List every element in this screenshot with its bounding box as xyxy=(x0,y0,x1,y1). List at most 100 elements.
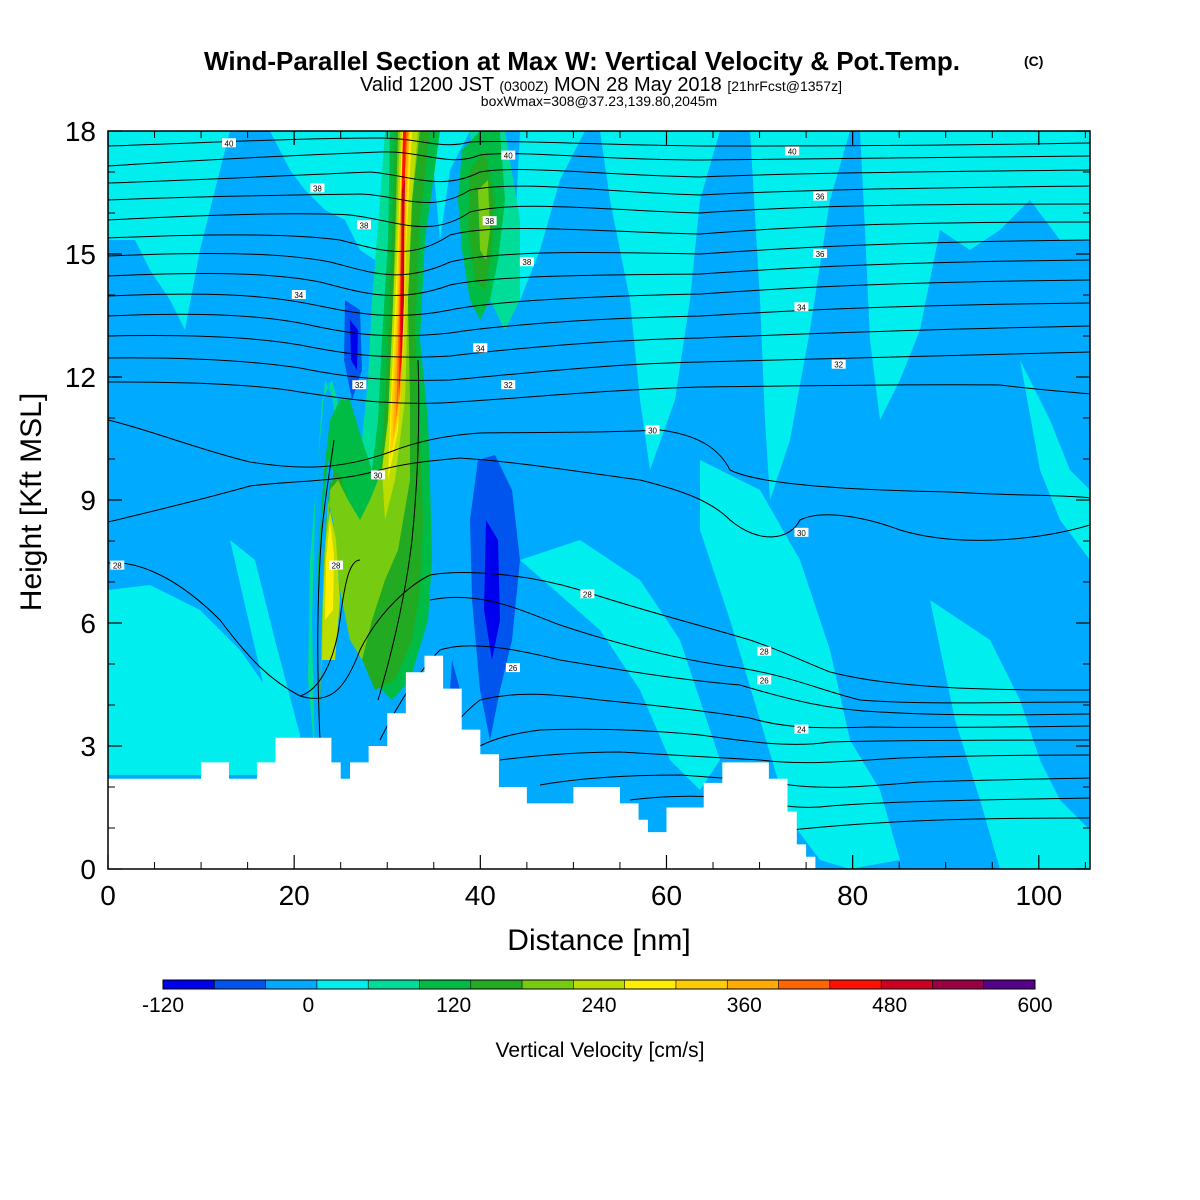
isentrope-label-bg xyxy=(645,425,660,435)
updraft-plumes xyxy=(308,131,520,760)
isentrope-label: 40 xyxy=(785,146,800,157)
isentrope-label-bg xyxy=(785,146,800,156)
isentrope-label-bg xyxy=(222,138,237,148)
colorbar-tick-label: 600 xyxy=(1017,994,1052,1017)
isentrope-label-text: 28 xyxy=(583,590,592,599)
isentrope-label-bg xyxy=(352,380,367,390)
x-tick-label: 0 xyxy=(100,880,116,911)
isentrope-label: 38 xyxy=(310,183,325,193)
isentrope-label-text: 40 xyxy=(504,152,513,161)
axes: 0 20 40 60 80 100 0 36 9 12 15 18 xyxy=(65,116,1090,911)
isentrope-label: 26 xyxy=(757,675,772,685)
isentrope-label-bg xyxy=(505,663,520,673)
colorbar-frame xyxy=(162,979,1036,990)
isentrope-label-text: 32 xyxy=(355,381,364,390)
colorbar-swatch xyxy=(624,980,677,989)
downdraft-regions xyxy=(344,300,520,740)
valid-time-line: Valid 1200 JST (0300Z) MON 28 May 2018 [… xyxy=(360,74,842,96)
colorbar-swatch xyxy=(983,980,1036,989)
isentrope-label: 28 xyxy=(757,646,772,657)
colorbar-swatch xyxy=(727,980,780,989)
isentrope-label-text: 24 xyxy=(797,726,806,735)
x-tick-label: 60 xyxy=(651,880,682,911)
isentrope-label: 34 xyxy=(473,343,488,353)
colorbar-swatch xyxy=(163,980,215,989)
box-info-line: boxWmax=308@37.23,139.80,2045m xyxy=(481,93,717,109)
y-tick-label: 12 xyxy=(65,362,96,393)
isentrope-label-text: 28 xyxy=(760,648,769,657)
isentrope-label: 34 xyxy=(291,290,306,300)
isentrope-label: 30 xyxy=(370,470,385,480)
colorbar-label: Vertical Velocity [cm/s] xyxy=(496,1039,705,1062)
x-tick-label: 80 xyxy=(837,880,868,911)
isentrope-label-bg xyxy=(519,257,534,267)
colorbar-tick-label: 480 xyxy=(872,994,907,1017)
y-tick-label: 18 xyxy=(65,116,96,147)
isentrope-labels: 40 40 40 38 38 38 38 36 36 34 34 34 32 32 32 30 30 30 28 28… xyxy=(110,138,846,735)
isentrope-label-bg xyxy=(501,380,516,390)
isentrope-label: 32 xyxy=(831,359,846,370)
colorbar-tick-label: 0 xyxy=(302,994,314,1017)
y-tick-label: 6 xyxy=(80,608,96,639)
weak-updraft-regions xyxy=(108,131,1090,869)
isentrope-label-bg xyxy=(310,183,325,193)
isentrope-label: 32 xyxy=(352,380,367,390)
isentrope-label-bg xyxy=(831,359,846,369)
isentrope-label: 26 xyxy=(505,663,520,673)
x-tick-label: 40 xyxy=(465,880,496,911)
isentrope-label-bg xyxy=(813,249,828,258)
y-axis-label: Height [Kft MSL] xyxy=(15,393,48,611)
isentrope-label-text: 32 xyxy=(504,381,513,390)
isentrope-label-text: 40 xyxy=(225,139,234,148)
isentrope-label: 40 xyxy=(222,138,237,148)
isentrope-label: 28 xyxy=(110,560,125,571)
isentrope-label: 36 xyxy=(813,249,828,259)
isentrope-label-text: 26 xyxy=(508,664,517,673)
isentrope-label-text: 26 xyxy=(760,676,769,685)
colorbar-swatch xyxy=(881,980,933,989)
isentrope-label-text: 28 xyxy=(113,562,122,571)
isentrope-label-bg xyxy=(329,560,344,570)
isentrope-label-bg xyxy=(757,675,772,685)
isentrope-label-text: 34 xyxy=(476,344,485,353)
isentrope-label-bg xyxy=(794,724,809,734)
y-tick-label: 9 xyxy=(80,485,96,516)
isentrope-label-bg xyxy=(580,589,595,599)
y-tick-label: 0 xyxy=(80,854,96,885)
x-tick-label: 100 xyxy=(1015,880,1062,911)
isentrope-label-text: 38 xyxy=(485,217,494,226)
terrain-mask xyxy=(108,655,1090,869)
isentrope-label-bg xyxy=(473,343,488,353)
colorbar-tick-label: 240 xyxy=(581,994,616,1017)
isentrope-label-bg xyxy=(794,527,809,537)
isentrope-label-text: 40 xyxy=(788,148,797,157)
isentrope-label-bg xyxy=(757,646,772,656)
isentrope-label: 34 xyxy=(794,302,809,312)
isentrope-label-text: 34 xyxy=(294,291,303,300)
isentrope-label-bg xyxy=(794,302,809,312)
colorbar: -120 0 120 240 360 480 600 xyxy=(142,979,1053,1017)
isentrope-label: 38 xyxy=(519,257,534,267)
colorbar-swatch xyxy=(419,980,472,989)
isentrope-label-text: 28 xyxy=(332,562,341,571)
isentrope-lines xyxy=(108,137,1090,831)
isentrope-label: 24 xyxy=(794,724,809,735)
isentrope-label-text: 30 xyxy=(797,529,806,538)
isentrope-label-text: 36 xyxy=(816,250,825,259)
isentrope-label-bg xyxy=(370,470,385,480)
isentrope-label: 36 xyxy=(813,191,828,202)
isentrope-label: 38 xyxy=(356,220,371,230)
colorbar-swatch xyxy=(778,980,831,989)
y-tick-label: 15 xyxy=(65,239,96,270)
x-tick-label: 20 xyxy=(279,880,310,911)
colorbar-swatch xyxy=(522,980,574,989)
isentrope-label: 30 xyxy=(794,527,809,538)
plot-area: 40 40 40 38 38 38 38 36 36 34 34 34 32 32 32 30 30 30 28 28… xyxy=(108,131,1090,869)
isentrope-label-bg xyxy=(813,191,828,201)
isentrope-label-bg xyxy=(356,220,371,230)
isentrope-label: 28 xyxy=(580,589,595,599)
colorbar-tick-label: 120 xyxy=(436,994,471,1017)
colorbar-swatch xyxy=(573,980,626,989)
colorbar-swatch xyxy=(214,980,267,989)
